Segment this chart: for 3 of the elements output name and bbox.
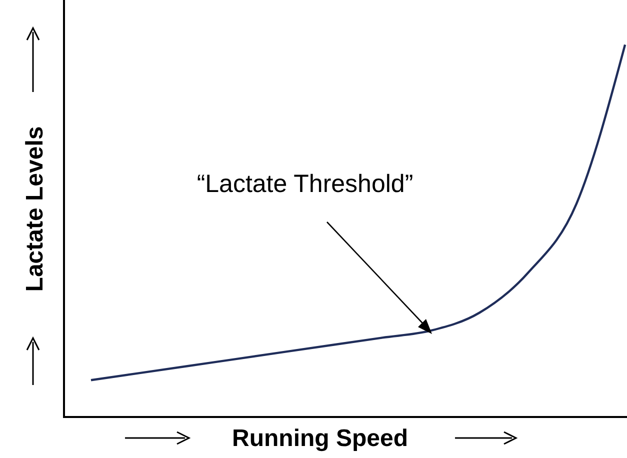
- annotation: “Lactate Threshold”: [196, 170, 414, 198]
- y-axis-title: Lactate Levels: [21, 126, 48, 292]
- x-axis-title: Running Speed: [232, 425, 408, 452]
